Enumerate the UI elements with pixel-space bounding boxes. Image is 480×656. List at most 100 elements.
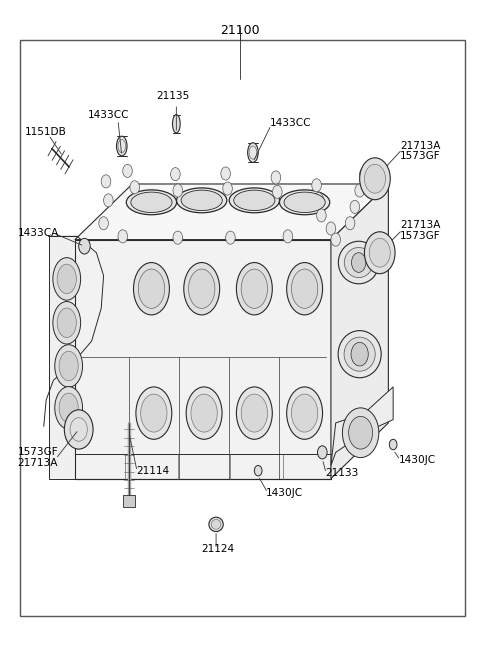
Ellipse shape: [181, 190, 222, 211]
Circle shape: [345, 216, 355, 230]
Circle shape: [314, 192, 323, 205]
Ellipse shape: [55, 386, 83, 429]
Ellipse shape: [338, 331, 381, 378]
Ellipse shape: [136, 387, 172, 440]
Text: 1433CC: 1433CC: [88, 110, 130, 120]
Ellipse shape: [338, 241, 379, 284]
Ellipse shape: [184, 262, 220, 315]
Ellipse shape: [237, 262, 272, 315]
Ellipse shape: [57, 308, 76, 337]
Text: 21114: 21114: [136, 466, 169, 476]
Ellipse shape: [172, 115, 180, 133]
Text: 21135: 21135: [156, 91, 190, 100]
Ellipse shape: [344, 247, 373, 277]
Circle shape: [364, 232, 395, 274]
Circle shape: [369, 238, 390, 267]
Ellipse shape: [229, 188, 279, 213]
Circle shape: [118, 230, 128, 243]
Ellipse shape: [59, 393, 78, 422]
Circle shape: [173, 184, 182, 197]
Ellipse shape: [237, 387, 272, 440]
Circle shape: [79, 238, 90, 254]
Text: 1573GF: 1573GF: [17, 447, 58, 457]
Circle shape: [123, 165, 132, 177]
Circle shape: [351, 253, 366, 272]
Polygon shape: [331, 387, 393, 466]
Circle shape: [170, 168, 180, 180]
Ellipse shape: [177, 188, 227, 213]
Text: 1151DB: 1151DB: [24, 127, 67, 136]
Circle shape: [355, 184, 364, 197]
Text: 21713A: 21713A: [17, 458, 58, 468]
Ellipse shape: [186, 387, 222, 440]
Circle shape: [99, 216, 108, 230]
Ellipse shape: [209, 517, 223, 531]
Ellipse shape: [55, 344, 83, 387]
Text: 21713A: 21713A: [400, 141, 441, 151]
Circle shape: [351, 342, 368, 366]
Circle shape: [360, 168, 369, 180]
Circle shape: [364, 165, 385, 193]
Polygon shape: [75, 239, 331, 479]
Ellipse shape: [133, 262, 169, 315]
Ellipse shape: [287, 262, 323, 315]
Ellipse shape: [131, 192, 172, 213]
Ellipse shape: [189, 269, 215, 308]
Circle shape: [130, 180, 140, 194]
Text: 1573GF: 1573GF: [400, 231, 441, 241]
Text: 21100: 21100: [220, 24, 260, 37]
Ellipse shape: [344, 337, 375, 371]
Circle shape: [226, 231, 235, 244]
Ellipse shape: [57, 264, 76, 294]
Polygon shape: [123, 495, 135, 506]
Circle shape: [273, 185, 282, 198]
Ellipse shape: [279, 190, 330, 215]
Ellipse shape: [138, 269, 165, 308]
Text: 21133: 21133: [325, 468, 359, 478]
Polygon shape: [75, 184, 388, 239]
Circle shape: [348, 417, 372, 449]
Ellipse shape: [211, 520, 221, 529]
Ellipse shape: [53, 258, 81, 300]
Polygon shape: [331, 184, 388, 479]
Text: 1433CC: 1433CC: [270, 118, 311, 128]
Circle shape: [101, 174, 111, 188]
Circle shape: [350, 200, 360, 213]
Ellipse shape: [191, 394, 217, 432]
Circle shape: [342, 408, 379, 458]
Circle shape: [104, 194, 113, 207]
Text: 21713A: 21713A: [400, 220, 441, 230]
Circle shape: [64, 410, 93, 449]
Ellipse shape: [234, 190, 275, 211]
Circle shape: [331, 233, 340, 246]
Ellipse shape: [241, 394, 267, 432]
Circle shape: [221, 167, 230, 180]
Ellipse shape: [291, 394, 318, 432]
Circle shape: [173, 231, 182, 244]
Ellipse shape: [291, 269, 318, 308]
Circle shape: [312, 178, 322, 192]
Text: 1433CA: 1433CA: [17, 228, 59, 238]
Circle shape: [271, 171, 281, 184]
Circle shape: [254, 466, 262, 476]
Ellipse shape: [126, 190, 177, 215]
Circle shape: [389, 440, 397, 450]
Circle shape: [223, 182, 232, 195]
Ellipse shape: [141, 394, 167, 432]
Circle shape: [360, 158, 390, 199]
Text: 1573GF: 1573GF: [400, 152, 441, 161]
Ellipse shape: [248, 143, 258, 163]
Text: 1430JC: 1430JC: [266, 488, 303, 498]
Ellipse shape: [53, 302, 81, 344]
Text: 1430JC: 1430JC: [399, 455, 436, 465]
Ellipse shape: [59, 351, 78, 380]
Circle shape: [283, 230, 293, 243]
Ellipse shape: [284, 192, 325, 213]
Polygon shape: [48, 236, 77, 479]
Ellipse shape: [287, 387, 323, 440]
Circle shape: [326, 222, 336, 235]
FancyBboxPatch shape: [20, 40, 465, 616]
Ellipse shape: [117, 136, 127, 156]
Ellipse shape: [241, 269, 267, 308]
Circle shape: [318, 446, 327, 459]
